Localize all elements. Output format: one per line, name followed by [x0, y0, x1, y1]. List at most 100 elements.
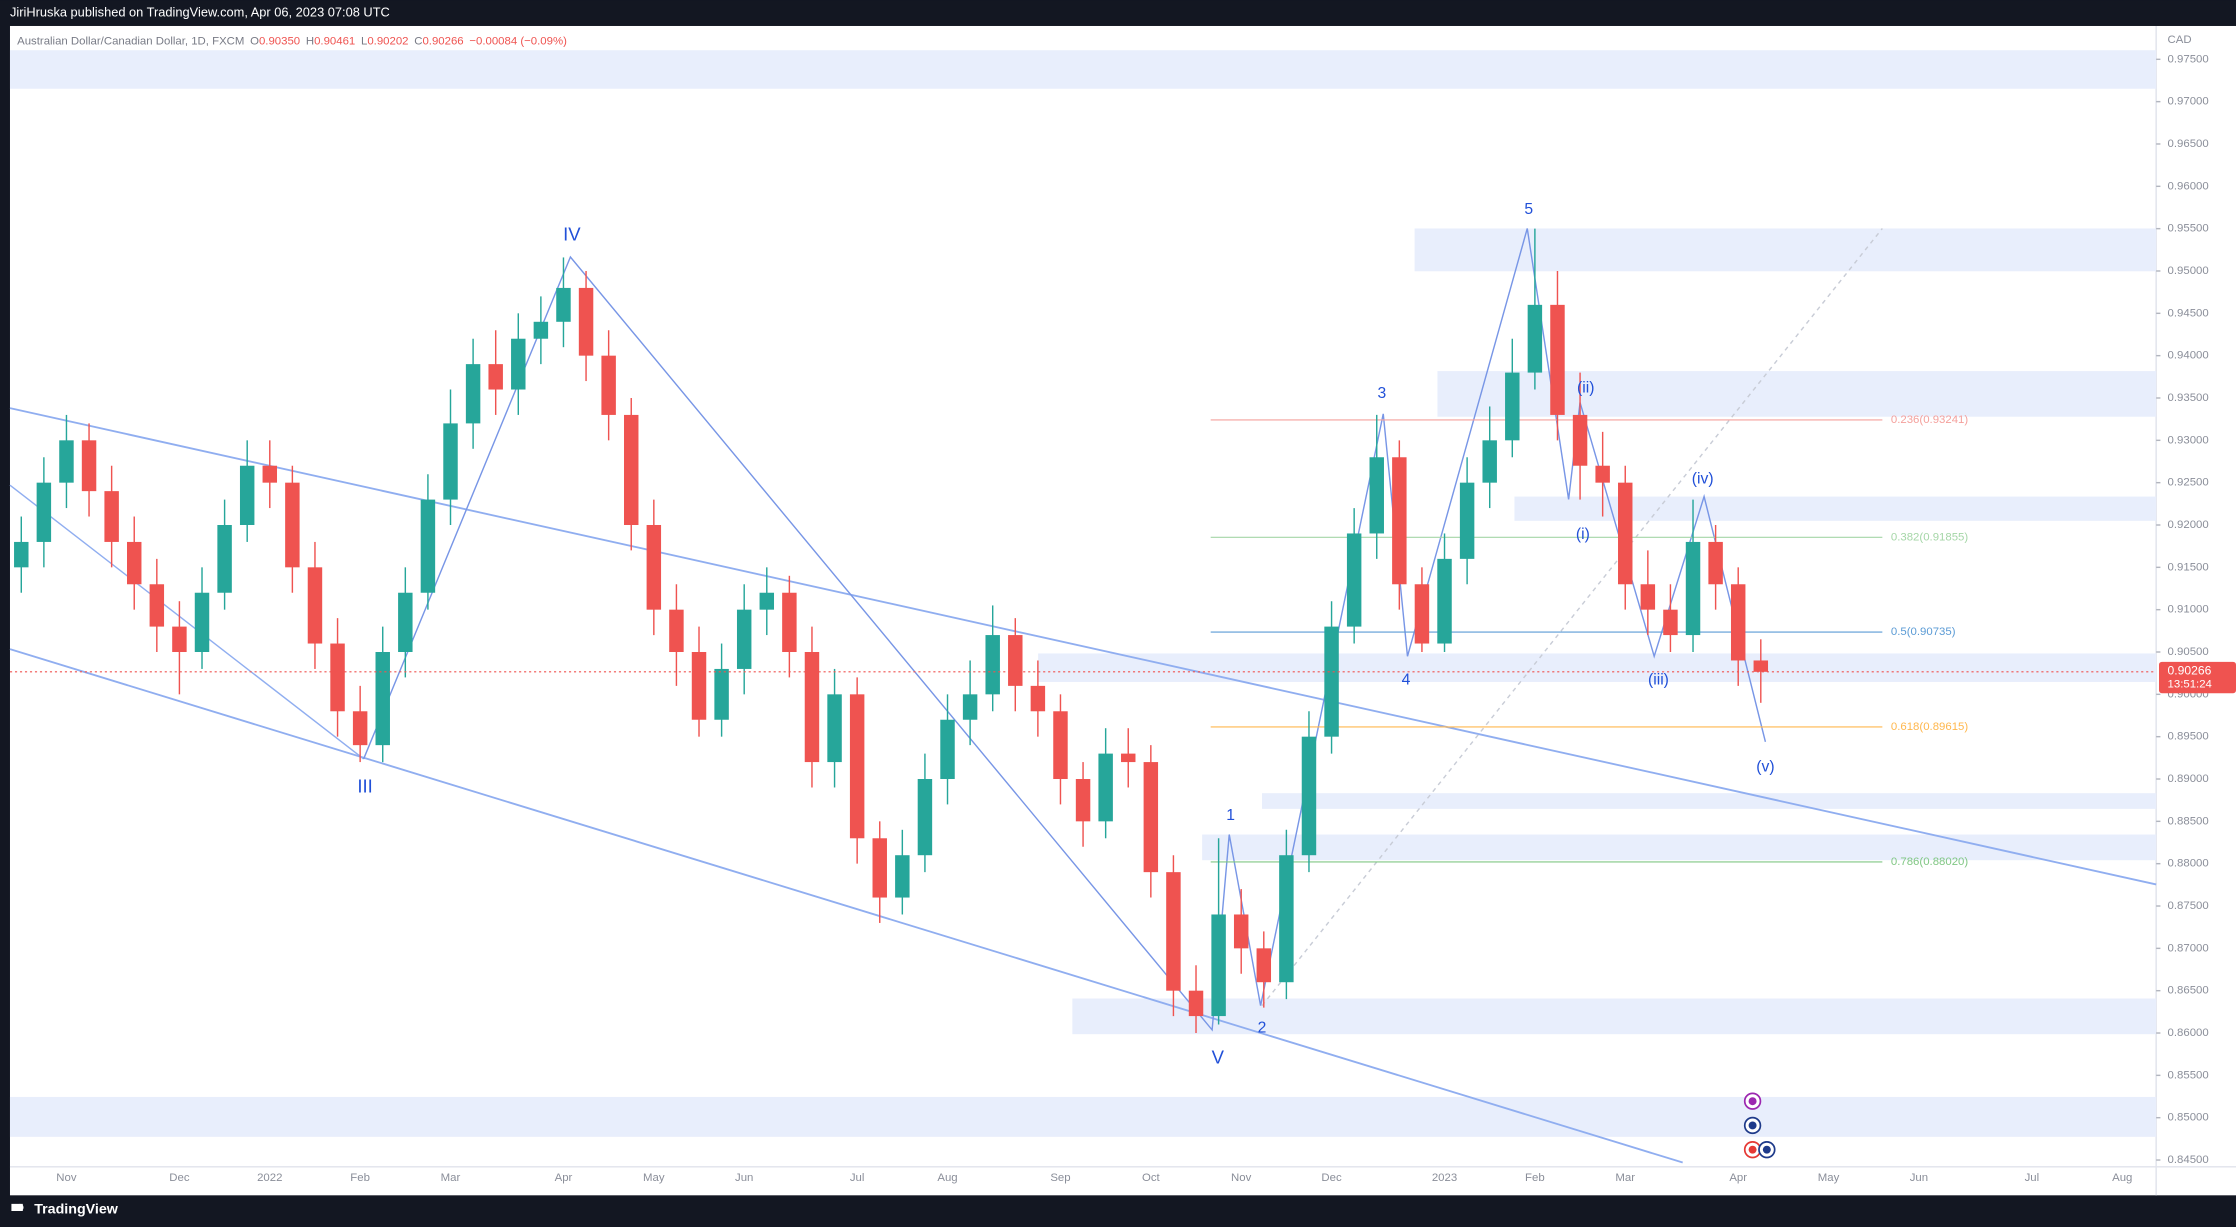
y-tick-label: 0.85000 — [2168, 1112, 2209, 1124]
candle-body — [1392, 457, 1407, 585]
y-tick-label: 0.89000 — [2168, 773, 2209, 785]
candle-body — [1730, 584, 1746, 661]
event-icon-dot — [1748, 1121, 1757, 1130]
quote-key: C — [414, 36, 422, 48]
candle-body — [330, 643, 345, 712]
candle-body — [1121, 753, 1136, 763]
candle-body — [285, 482, 300, 568]
candle-body — [14, 541, 29, 568]
change: −0.00084 (−0.09%) — [469, 36, 567, 48]
wave-label: (iii) — [1648, 672, 1669, 689]
candle-body — [1008, 635, 1023, 686]
x-tick-label: Dec — [169, 1172, 190, 1184]
y-tick-label: 0.85500 — [2168, 1069, 2209, 1081]
zone — [1437, 371, 2157, 417]
trend-line — [362, 228, 1767, 1032]
quote-value: 0.90266 — [422, 36, 463, 48]
candle-body — [1053, 711, 1068, 780]
candle-body — [36, 482, 52, 542]
candle-body — [420, 499, 436, 593]
y-tick-label: 0.96000 — [2168, 180, 2209, 192]
legend: Australian Dollar/Canadian Dollar, 1D, F… — [17, 36, 567, 48]
candle-body — [1595, 465, 1610, 483]
candle-body — [1211, 914, 1226, 1017]
candle-body — [443, 423, 458, 500]
fib-label: 0.786(0.88020) — [1891, 856, 1968, 868]
wave-label: (i) — [1576, 526, 1590, 543]
candle-body — [1075, 779, 1091, 822]
x-tick-label: 2023 — [1432, 1172, 1457, 1184]
y-tick-label: 0.93500 — [2168, 392, 2209, 404]
y-tick-label: 0.84500 — [2168, 1154, 2209, 1166]
trend-line — [9, 407, 2157, 886]
publisher: JiriHruska published on TradingView.com,… — [10, 5, 390, 20]
countdown: 13:51:24 — [2168, 679, 2212, 691]
candle-body — [691, 652, 707, 720]
candle-body — [849, 694, 865, 839]
x-tick-label: 2022 — [257, 1172, 282, 1184]
candle-body — [1414, 584, 1430, 644]
candle-body — [895, 855, 910, 898]
y-tick-label: 0.90500 — [2168, 646, 2209, 658]
x-tick-label: Feb — [1525, 1172, 1545, 1184]
candle-body — [1233, 914, 1249, 949]
event-icon-dot — [1748, 1097, 1757, 1106]
wave-label: 4 — [1402, 672, 1411, 689]
candle-body — [1437, 558, 1452, 644]
wave-label: 1 — [1226, 807, 1235, 824]
candle-body — [1301, 736, 1317, 856]
last-price-tag — [2158, 661, 2236, 694]
quote-key: H — [306, 36, 314, 48]
candle-body — [985, 635, 1000, 695]
wave-label: 2 — [1258, 1020, 1267, 1037]
candle-body — [375, 652, 390, 746]
x-tick-label: Jul — [2025, 1172, 2040, 1184]
y-tick-label: 0.87500 — [2168, 900, 2209, 912]
trend-line — [9, 484, 365, 760]
trend-line — [9, 648, 1683, 1164]
candle-body — [1527, 304, 1543, 373]
zone — [1072, 998, 2157, 1035]
candle-body — [1346, 533, 1362, 627]
y-tick-label: 0.96500 — [2168, 138, 2209, 150]
wave-label: V — [1212, 1046, 1225, 1067]
candle-body — [827, 694, 842, 763]
candle-body — [488, 364, 503, 390]
x-tick-label: Aug — [2112, 1172, 2132, 1184]
y-tick-label: 0.95500 — [2168, 223, 2209, 235]
quote-key: L — [361, 36, 367, 48]
x-tick-label: Feb — [350, 1172, 370, 1184]
candle-body — [172, 626, 187, 653]
candle-body — [239, 465, 255, 525]
quote-value: 0.90461 — [314, 36, 355, 48]
candle-body — [1640, 584, 1656, 610]
candle-body — [804, 652, 820, 763]
candle-body — [624, 414, 639, 525]
candle-body — [81, 440, 97, 492]
y-tick-label: 0.97500 — [2168, 53, 2209, 65]
x-tick-label: Jun — [1910, 1172, 1928, 1184]
candle-body — [194, 592, 210, 653]
candle-body — [962, 694, 978, 720]
candle-body — [352, 711, 368, 746]
candle-body — [511, 338, 526, 390]
y-tick-label: 0.92000 — [2168, 519, 2209, 531]
y-tick-label: 0.91000 — [2168, 604, 2209, 616]
candle-body — [262, 465, 278, 483]
wave-label: IV — [563, 223, 581, 244]
candle-body — [1030, 685, 1046, 712]
last-price-label: 0.90266 — [2168, 663, 2212, 677]
candle-body — [1505, 372, 1520, 441]
candle-body — [940, 719, 955, 780]
y-tick-label: 0.95000 — [2168, 265, 2209, 277]
quote-key: O — [250, 36, 259, 48]
y-tick-label: 0.94500 — [2168, 307, 2209, 319]
x-tick-label: Dec — [1321, 1172, 1342, 1184]
candle-body — [1279, 855, 1294, 983]
y-tick-label: 0.88500 — [2168, 815, 2209, 827]
candle-body — [601, 355, 616, 415]
candle-body — [465, 364, 481, 424]
y-tick-label: 0.93000 — [2168, 434, 2209, 446]
candle-body — [736, 609, 752, 669]
